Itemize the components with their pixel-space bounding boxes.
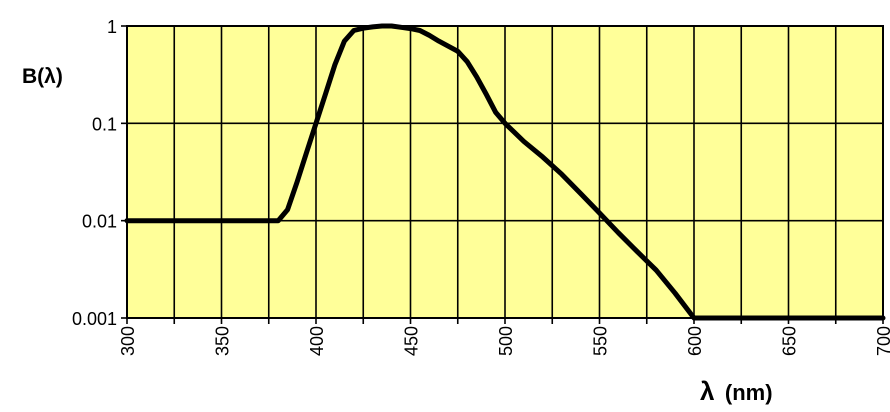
x-axis-symbol: λ [700, 376, 715, 406]
y-tick-labels: 0.001 0.01 0.1 1 [72, 17, 117, 329]
x-tick-labels: 300 350 400 450 500 550 600 650 700 [118, 326, 890, 356]
x-tick-label: 700 [874, 326, 890, 356]
series-line [124, 23, 886, 321]
y-axis-title: B(λ) [22, 65, 63, 88]
x-tick-label: 550 [591, 326, 611, 356]
x-tick-label: 450 [402, 326, 422, 356]
y-tick-label: 0.01 [82, 212, 117, 232]
y-tick-label: 0.001 [72, 309, 117, 329]
x-tick-label: 600 [685, 326, 705, 356]
x-tick-label: 300 [118, 326, 138, 356]
x-axis-unit: (nm) [725, 380, 773, 405]
x-tick-label: 350 [213, 326, 233, 356]
x-tick-label: 500 [496, 326, 516, 356]
y-tick-label: 0.1 [92, 114, 117, 134]
axis-ticks [121, 25, 884, 324]
x-tick-label: 400 [307, 326, 327, 356]
y-tick-label: 1 [107, 17, 117, 37]
x-tick-label: 650 [780, 326, 800, 356]
x-axis-title: λ (nm) [700, 376, 773, 406]
